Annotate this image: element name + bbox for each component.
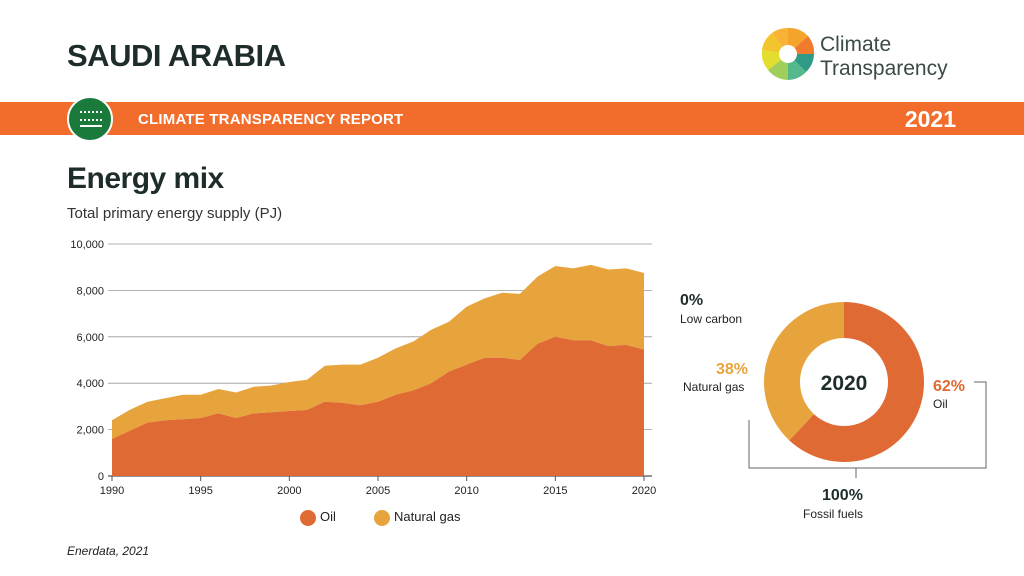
legend-oil-label: Oil <box>320 509 336 524</box>
report-banner: CLIMATE TRANSPARENCY REPORT 2021 <box>0 102 1024 135</box>
legend-gas-swatch <box>374 509 390 526</box>
y-tick-label: 8,000 <box>76 285 104 297</box>
fossil-label: Fossil fuels <box>803 507 864 521</box>
y-tick-label: 0 <box>98 471 104 483</box>
x-tick-label: 2010 <box>454 485 478 497</box>
legend-gas-label: Natural gas <box>394 509 461 524</box>
y-tick-label: 2,000 <box>76 425 104 437</box>
oil-pct: 62% <box>933 378 966 395</box>
saudi-flag-icon <box>67 96 113 142</box>
y-tick-label: 6,000 <box>76 332 104 344</box>
gas-label: Natural gas <box>683 380 745 394</box>
gas-pct: 38% <box>716 361 749 378</box>
y-tick-label: 4,000 <box>76 378 104 390</box>
logo-icon <box>761 27 815 80</box>
x-tick-label: 2000 <box>277 485 301 497</box>
x-tick-label: 2005 <box>366 485 390 497</box>
donut-slice-natural-gas <box>764 302 844 441</box>
x-tick-label: 2020 <box>632 485 656 497</box>
climate-transparency-logo: Climate Transparency <box>758 24 968 84</box>
y-tick-label: 10,000 <box>70 239 104 251</box>
logo-line2: Transparency <box>820 57 948 80</box>
fossil-pct: 100% <box>822 487 863 504</box>
oil-label: Oil <box>933 397 948 411</box>
donut-center-label: 2020 <box>821 372 868 395</box>
x-tick-label: 1995 <box>188 485 212 497</box>
legend-oil: Oil <box>300 509 336 526</box>
legend-gas: Natural gas <box>374 509 460 526</box>
source-note: Enerdata, 2021 <box>67 544 150 558</box>
area-series-oil <box>112 336 644 476</box>
legend-oil-swatch <box>300 509 316 526</box>
section-subtitle: Total primary energy supply (PJ) <box>67 205 283 222</box>
banner-year: 2021 <box>904 106 956 132</box>
x-tick-label: 2015 <box>543 485 567 497</box>
country-title: SAUDI ARABIA <box>67 38 286 73</box>
area-series-natural-gas <box>112 264 644 439</box>
section-title: Energy mix <box>67 162 224 195</box>
banner-title: CLIMATE TRANSPARENCY REPORT <box>138 111 404 128</box>
fossil-bracket <box>748 381 987 469</box>
donut-slice-oil <box>789 302 925 462</box>
low-carbon-label: Low carbon <box>680 312 743 326</box>
energy-area-chart: 0 2,000 4,000 6,000 8,000 10,000 1990 1995 2000 2… <box>70 239 656 497</box>
logo-line1: Climate <box>820 33 892 56</box>
low-carbon-pct: 0% <box>680 292 704 309</box>
x-tick-label: 1990 <box>100 485 124 497</box>
energy-donut-chart: 2020 <box>748 302 987 478</box>
